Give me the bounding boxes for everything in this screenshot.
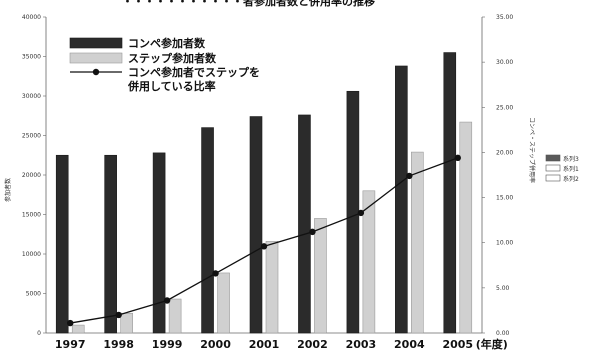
ratio-point	[212, 270, 219, 277]
right-tick-label: 20.00	[496, 149, 513, 156]
competition-bar	[346, 90, 360, 334]
x-tick-label: 2002	[297, 338, 328, 350]
left-tick-label: 5000	[26, 291, 41, 298]
ratio-point	[406, 172, 413, 180]
right-axis-title: コンペ・ステップ併用率	[528, 117, 536, 183]
ratio-point	[454, 154, 461, 162]
legend-label-step: ステップ参加者数	[128, 51, 217, 65]
step-bar	[217, 272, 230, 334]
step-bar	[411, 151, 424, 334]
right-tick-label: 0.00	[496, 330, 510, 337]
ratio-point	[309, 228, 316, 236]
x-tick-label: 1997	[55, 338, 86, 350]
x-axis-ticks: 1997 1998 1999 2000 2001 2002 2003 2004 2005 (年度)	[55, 337, 508, 350]
left-tick-label: 20000	[22, 172, 41, 179]
left-axis-ticks: 0 5000 10000 15000 20000 25000 30000 35000 40000	[22, 14, 46, 337]
right-tick-label: 15.00	[496, 195, 513, 202]
right-tick-label: 5.00	[496, 285, 510, 292]
competition-bar	[298, 114, 311, 334]
chart-title: ・・・・・・・・・・・者参加者数と併用率の推移	[122, 0, 375, 8]
competition-bar	[395, 65, 408, 334]
x-tick-label: 2003	[346, 338, 377, 350]
right-tick-label: 30.00	[496, 59, 513, 66]
step-bar	[459, 121, 473, 334]
legend-swatch-step	[69, 52, 123, 64]
competition-bar	[201, 127, 214, 334]
bar-group	[55, 52, 473, 334]
step-bar	[265, 241, 279, 334]
x-tick-label: 1999	[152, 338, 183, 350]
side-legend-swatch	[545, 164, 561, 172]
left-tick-label: 15000	[22, 212, 41, 219]
ratio-point	[163, 297, 171, 304]
legend-label-competition: コンペ参加者数	[128, 36, 206, 50]
competition-bar	[55, 154, 69, 334]
side-legend-swatch	[545, 154, 561, 162]
competition-bar	[443, 52, 457, 334]
right-axis-ticks: 0.00 5.00 10.00 15.00 20.00 25.00 30.00 35.00	[482, 14, 513, 337]
x-tick-label: 2001	[249, 338, 280, 350]
right-tick-label: 25.00	[496, 104, 513, 111]
side-legend-label: 系列2	[563, 175, 579, 183]
left-tick-label: 35000	[22, 54, 41, 61]
left-tick-label: 25000	[22, 133, 41, 140]
side-legend-label: 系列3	[563, 155, 579, 163]
x-tick-label: 2004	[394, 338, 425, 350]
ratio-line-group	[67, 154, 461, 327]
left-tick-label: 10000	[22, 251, 41, 258]
step-bar	[120, 312, 133, 334]
left-tick-label: 0	[37, 330, 41, 337]
left-tick-label: 40000	[22, 14, 41, 21]
x-unit-label: (年度)	[476, 337, 508, 350]
x-tick-label: 2000	[200, 338, 231, 350]
side-legend-swatch	[545, 174, 561, 182]
ratio-point	[357, 209, 365, 217]
x-tick-label: 1998	[103, 338, 134, 350]
step-bar	[362, 190, 376, 334]
ratio-point	[260, 243, 268, 250]
right-tick-label: 10.00	[496, 240, 513, 247]
legend-label-ratio: 併用している比率	[127, 79, 216, 93]
competition-bar	[152, 152, 166, 334]
side-legend-label: 系列1	[563, 165, 579, 173]
left-tick-label: 30000	[22, 93, 41, 100]
side-legend: 系列3 系列1 系列2	[545, 154, 579, 183]
ratio-point	[115, 311, 122, 319]
step-bar	[168, 298, 182, 334]
competition-bar	[249, 116, 263, 334]
x-tick-label: 2005	[442, 338, 473, 350]
legend-swatch-competition	[69, 37, 123, 49]
right-tick-label: 35.00	[496, 14, 513, 21]
step-bar	[314, 218, 327, 334]
step-bar	[71, 324, 85, 334]
legend-label-ratio: コンペ参加者でステップを	[128, 65, 260, 79]
left-axis-title: 参加者数	[4, 178, 12, 202]
ratio-point	[67, 319, 74, 327]
competition-bar	[104, 154, 117, 334]
legend-marker-ratio	[92, 68, 100, 76]
